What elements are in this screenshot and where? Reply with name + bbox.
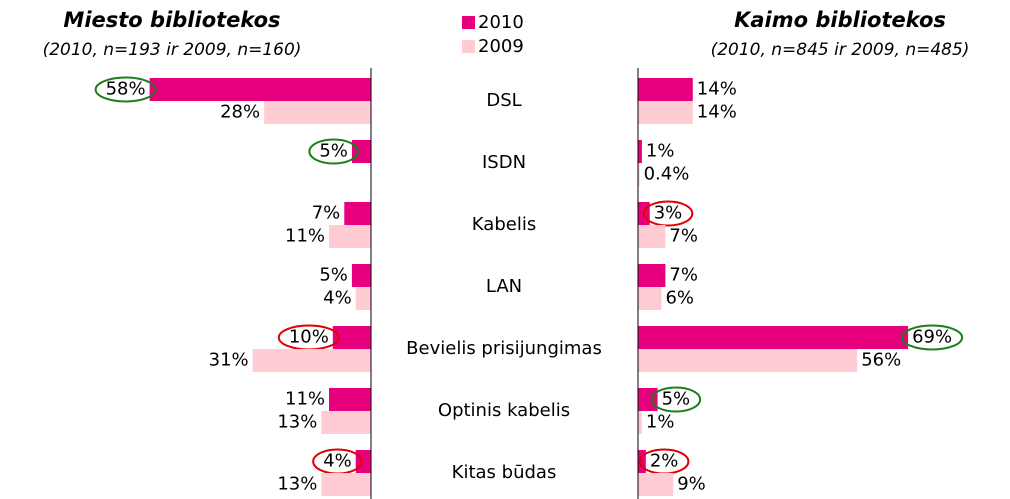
right-title: Kaimo bibliotekos (734, 8, 946, 32)
bar (638, 411, 642, 434)
value-label: 14% (697, 102, 737, 123)
legend-swatch (462, 40, 475, 53)
bar (329, 388, 371, 411)
value-label: 3% (654, 203, 683, 224)
category-label: Optinis kabelis (438, 400, 570, 421)
bar (332, 326, 371, 349)
value-label: 5% (662, 389, 691, 410)
bar (638, 450, 646, 473)
value-label: 11% (285, 389, 325, 410)
value-label: 7% (312, 203, 341, 224)
bar (638, 287, 662, 310)
value-label: 13% (277, 412, 317, 433)
value-label: 31% (209, 350, 249, 371)
category-label: LAN (486, 276, 522, 297)
highlight-circle (308, 138, 359, 165)
value-label: 2% (650, 451, 679, 472)
highlight-circle (650, 386, 702, 413)
highlight-circle (94, 76, 157, 103)
value-label: 7% (669, 265, 698, 286)
right-subtitle: (2010, n=845 ir 2009, n=485) (711, 40, 970, 60)
value-label: 13% (277, 474, 317, 495)
category-label: DSL (486, 90, 521, 111)
value-label: 5% (319, 265, 348, 286)
value-label: 10% (289, 327, 329, 348)
bar (638, 140, 642, 163)
legend-label: 2009 (478, 36, 524, 57)
value-label: 5% (319, 141, 348, 162)
bar (638, 349, 858, 372)
bar (351, 140, 371, 163)
value-label: 28% (220, 102, 260, 123)
value-label: 11% (285, 226, 325, 247)
bar (638, 388, 658, 411)
left-subtitle: (2010, n=193 ir 2009, n=160) (43, 40, 302, 60)
bar (149, 78, 371, 101)
value-label: 56% (861, 350, 901, 371)
category-label: Bevielis prisijungimas (406, 338, 602, 359)
category-label: ISDN (482, 152, 526, 173)
bar (355, 450, 371, 473)
value-label: 1% (646, 412, 675, 433)
bar (638, 326, 909, 349)
value-label: 4% (323, 451, 352, 472)
bar (321, 473, 371, 496)
bar (252, 349, 371, 372)
bar (638, 101, 693, 124)
bar (638, 78, 693, 101)
value-label: 7% (669, 226, 698, 247)
bar (638, 264, 666, 287)
value-label: 14% (697, 79, 737, 100)
value-label: 6% (665, 288, 694, 309)
value-label: 9% (677, 474, 706, 495)
value-label: 4% (323, 288, 352, 309)
bar (638, 225, 666, 248)
bar (321, 411, 371, 434)
bar (264, 101, 371, 124)
highlight-circle (901, 324, 964, 351)
bar (638, 473, 674, 496)
value-label: 1% (646, 141, 675, 162)
bar (351, 264, 371, 287)
value-label: 58% (106, 79, 146, 100)
left-title: Miesto bibliotekos (63, 8, 280, 32)
bar (638, 163, 640, 186)
category-label: Kitas būdas (452, 462, 557, 483)
highlight-circle (642, 200, 694, 227)
category-label: Kabelis (472, 214, 536, 235)
value-label: 0.4% (644, 164, 690, 185)
value-label: 69% (912, 327, 952, 348)
bar (355, 287, 371, 310)
bar (344, 202, 371, 225)
legend-label: 2010 (478, 12, 524, 33)
legend-swatch (462, 16, 475, 29)
bar (329, 225, 371, 248)
